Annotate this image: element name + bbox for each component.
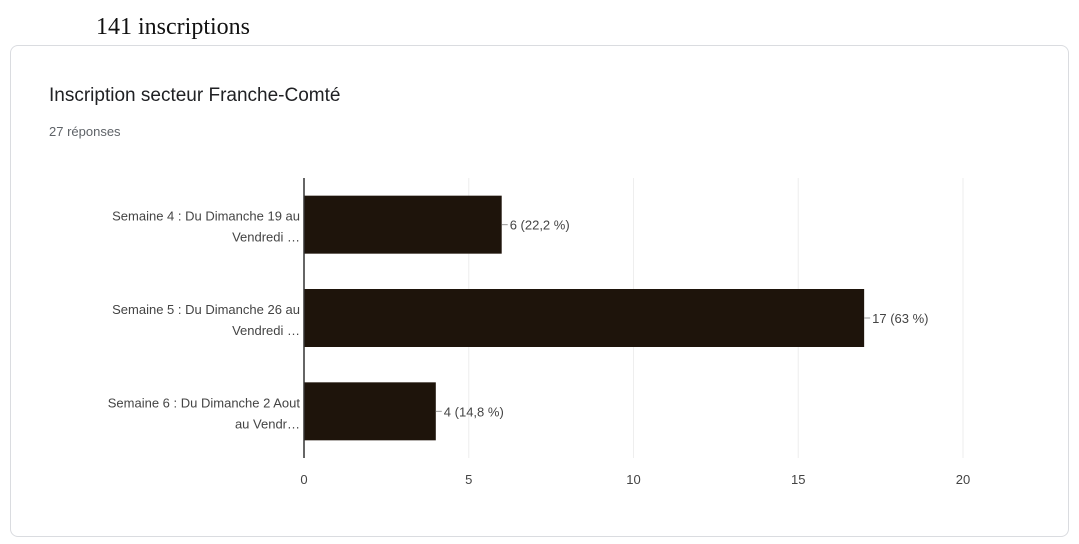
bar-chart: 6 (22,2 %) Semaine 4 : Du Dimanche 19 au V… bbox=[108, 178, 970, 487]
bar-1 bbox=[304, 289, 865, 347]
data-label-0: 6 (22,2 %) bbox=[510, 218, 570, 233]
data-label-1: 17 (63 %) bbox=[872, 311, 928, 326]
x-tick-label-0: 0 bbox=[300, 472, 307, 487]
category-label-2-0: Semaine 6 : Du Dimanche 2 Aout bbox=[108, 395, 301, 410]
page-heading: 141 inscriptions bbox=[96, 14, 250, 40]
data-label-2: 4 (14,8 %) bbox=[444, 404, 504, 419]
category-label-1-1: Vendredi … bbox=[232, 323, 300, 338]
question-title: Inscription secteur Franche-Comté bbox=[49, 85, 341, 106]
x-tick-label-2: 10 bbox=[626, 472, 640, 487]
response-count: 27 réponses bbox=[49, 124, 121, 139]
x-tick-label-4: 20 bbox=[956, 472, 970, 487]
category-label-0-1: Vendredi … bbox=[232, 230, 300, 245]
category-label-2-1: au Vendr… bbox=[235, 416, 300, 431]
bar-2 bbox=[304, 382, 436, 441]
x-tick-label-3: 15 bbox=[791, 472, 805, 487]
response-summary-card: Inscription secteur Franche-Comté 27 rép… bbox=[10, 45, 1069, 537]
category-label-1-0: Semaine 5 : Du Dimanche 26 au bbox=[112, 302, 300, 317]
bar-0 bbox=[304, 195, 502, 254]
x-tick-label-1: 5 bbox=[465, 472, 472, 487]
category-label-0-0: Semaine 4 : Du Dimanche 19 au bbox=[112, 209, 300, 224]
